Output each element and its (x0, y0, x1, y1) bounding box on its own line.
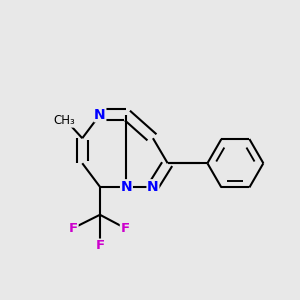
Text: F: F (69, 221, 78, 235)
Text: F: F (95, 239, 104, 252)
Text: F: F (120, 221, 130, 235)
Text: CH₃: CH₃ (54, 114, 76, 127)
Text: N: N (121, 180, 132, 194)
Text: N: N (94, 108, 106, 122)
Text: N: N (147, 180, 159, 194)
